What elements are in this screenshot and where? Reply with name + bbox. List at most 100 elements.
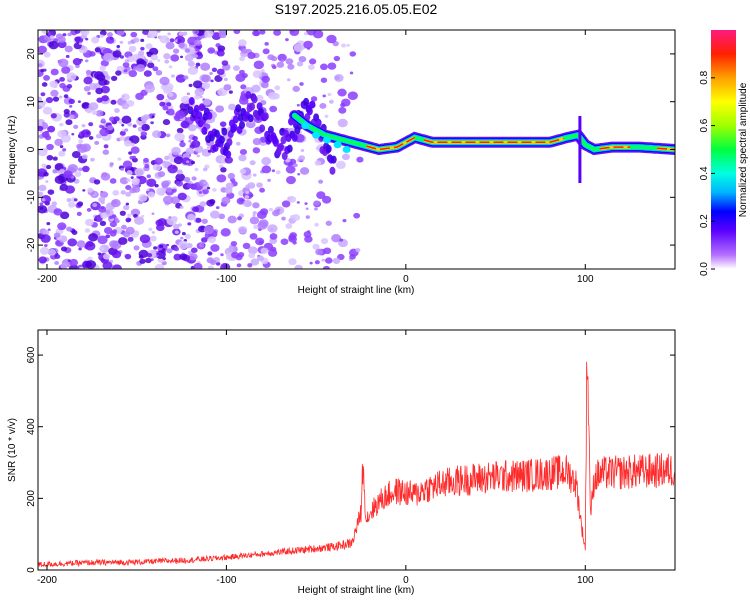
- spectrogram-noise-blob: [199, 95, 203, 99]
- spectrogram-noise-blob: [173, 246, 180, 252]
- spectrogram-noise-blob: [148, 47, 159, 56]
- spectrogram-noise-blob: [293, 43, 305, 52]
- spectrogram-noise-blob: [299, 167, 310, 175]
- spectrogram-noise-blob: [242, 242, 251, 250]
- spectrogram-noise-blob: [59, 168, 65, 173]
- spectrogram-noise-blob: [128, 135, 140, 144]
- spectrogram-noise-blob: [239, 198, 244, 203]
- spectrogram-noise-blob: [349, 254, 356, 260]
- spectrogram-noise-blob: [228, 90, 233, 94]
- spectrogram-noise-blob: [139, 258, 146, 264]
- spectrogram-noise-blob: [285, 38, 289, 42]
- spectrogram-noise-blob: [59, 145, 64, 149]
- spectrogram-noise-blob: [96, 97, 103, 103]
- spectrogram-noise-blob: [100, 59, 109, 67]
- spectrogram-noise-blob: [47, 32, 52, 36]
- spectrogram-noise-blob: [256, 255, 264, 262]
- spectrogram-noise-blob: [127, 236, 134, 242]
- spectrogram-ridge-blob: [232, 115, 239, 124]
- spectrogram-noise-blob: [50, 68, 59, 76]
- spectrogram-noise-blob: [207, 251, 213, 256]
- spectrogram-noise-blob: [45, 96, 54, 104]
- spectrogram-noise-blob: [176, 169, 183, 175]
- spectrogram-noise-blob: [91, 110, 98, 116]
- spectrogram-noise-blob: [244, 195, 250, 199]
- spectrogram-noise-blob: [147, 191, 156, 198]
- spectrogram-noise-blob: [51, 201, 57, 206]
- spectrogram-noise-blob: [310, 96, 318, 102]
- spectrogram-noise-blob: [216, 68, 225, 76]
- spectrogram-noise-blob: [325, 257, 333, 264]
- spectrogram-noise-blob: [67, 238, 78, 247]
- snr-x-tick-label: -200: [37, 575, 57, 586]
- spectrogram-noise-blob: [123, 69, 128, 73]
- spectrogram-noise-blob: [175, 180, 184, 187]
- spectrogram-noise-blob: [48, 40, 59, 50]
- spectrogram-noise-blob: [238, 154, 247, 162]
- spectrogram-ridge-blob: [251, 95, 258, 104]
- spectrogram-noise-blob: [54, 254, 61, 260]
- spectrogram-noise-blob: [258, 240, 264, 245]
- spectrogram-noise-blob: [66, 72, 77, 81]
- spectrogram-noise-blob: [293, 163, 298, 168]
- spectrogram-noise-blob: [98, 205, 107, 213]
- spectrogram-noise-blob: [333, 55, 341, 62]
- spectrogram-noise-blob: [268, 91, 278, 100]
- spectrogram-noise-blob: [60, 263, 68, 269]
- spectrogram-ridge-blob: [281, 152, 288, 161]
- spectrogram-noise-blob: [195, 62, 201, 67]
- spectrogram-noise-blob: [146, 174, 151, 178]
- spectrogram-noise-blob: [78, 42, 82, 45]
- spectrogram-noise-blob: [209, 71, 213, 75]
- snr-plot-area: [38, 330, 675, 570]
- spectrogram-noise-blob: [151, 231, 155, 234]
- spectrogram-ridge-blob: [322, 136, 331, 144]
- spectrogram-noise-blob: [260, 247, 269, 255]
- spectrogram-noise-blob: [143, 70, 152, 77]
- spectrogram-y-tick-label: 0: [26, 146, 37, 152]
- spectrogram-ridge-blob: [201, 126, 208, 135]
- spectrogram-noise-blob: [171, 74, 175, 78]
- spectrogram-noise-blob: [59, 76, 65, 82]
- spectrogram-ridge-blob: [193, 104, 200, 113]
- colorbar-ticks: 0.0 0.2 0.4 0.6 0.8: [699, 70, 715, 276]
- snr-y-tick-label: 0: [26, 567, 37, 573]
- spectrogram-noise-blob: [259, 30, 266, 35]
- spectrogram-noise-blob: [99, 191, 109, 199]
- spectrogram-noise-blob: [78, 167, 83, 172]
- spectrogram-noise-blob: [300, 148, 305, 152]
- spectrogram-noise-blob: [247, 263, 253, 268]
- spectrogram-noise-blob: [212, 188, 217, 192]
- spectrogram-noise-blob: [159, 101, 166, 107]
- spectrogram-noise-blob: [73, 198, 78, 202]
- spectrogram-noise-blob: [337, 88, 347, 97]
- spectrogram-noise-blob: [145, 43, 153, 50]
- spectrogram-noise-blob: [151, 212, 155, 215]
- spectrogram-noise-blob: [93, 179, 101, 185]
- spectrogram-noise-blob: [124, 253, 132, 260]
- spectrogram-ridge-blob: [301, 122, 310, 130]
- spectrogram-noise-blob: [312, 30, 324, 39]
- spectrogram-noise-blob: [312, 243, 320, 250]
- spectrogram-noise-blob: [277, 53, 287, 62]
- spectrogram-noise-blob: [143, 114, 150, 120]
- spectrogram-noise-blob: [313, 200, 320, 206]
- spectrogram-noise-blob: [347, 91, 358, 100]
- spectrogram-noise-blob: [121, 102, 130, 110]
- spectrogram-noise-blob: [100, 85, 110, 94]
- spectrogram-noise-blob: [327, 62, 337, 70]
- spectrogram-noise-blob: [130, 176, 134, 179]
- spectrogram-noise-blob: [113, 116, 120, 122]
- spectrogram-noise-blob: [280, 59, 285, 63]
- spectrogram-noise-blob: [38, 63, 43, 67]
- spectrogram-noise-blob: [198, 191, 203, 194]
- spectrogram-noise-blob: [245, 184, 251, 189]
- spectrogram-noise-blob: [273, 30, 282, 36]
- spectrogram-noise-blob: [57, 129, 67, 138]
- spectrogram-noise-blob: [206, 199, 215, 207]
- spectrogram-noise-blob: [252, 173, 257, 177]
- spectrogram-noise-blob: [201, 82, 211, 90]
- spectrogram-noise-blob: [353, 212, 361, 219]
- spectrogram-noise-blob: [322, 94, 326, 98]
- spectrogram-ridge-blob: [303, 97, 310, 106]
